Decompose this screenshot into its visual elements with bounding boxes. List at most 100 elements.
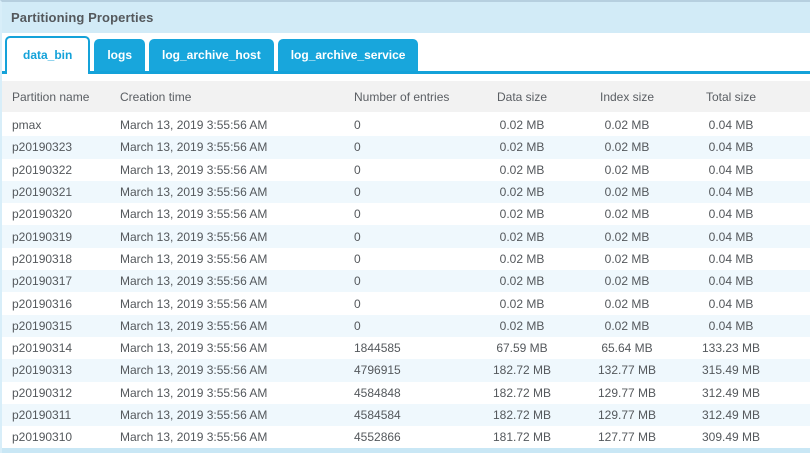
cell-number-of-entries: 0: [354, 140, 361, 155]
cell-index-size: 0.02 MB: [604, 251, 650, 266]
cell-number-of-entries: 0: [354, 229, 361, 244]
tab-data-bin[interactable]: data_bin: [5, 36, 91, 74]
cell-partition-name: p20190317: [12, 274, 73, 289]
cell-partition-name: p20190322: [12, 162, 73, 177]
cell-data-size: 0.02 MB: [499, 251, 545, 266]
cell-creation-time: March 13, 2019 3:55:56 AM: [120, 318, 268, 333]
cell-number-of-entries: 4552866: [354, 430, 401, 445]
cell-number-of-entries: 0: [354, 185, 361, 200]
cell-creation-time: March 13, 2019 3:55:56 AM: [120, 162, 268, 177]
cell-index-size: 129.77 MB: [597, 385, 657, 400]
table-row: p20190313 March 13, 2019 3:55:56 AM 4796…: [2, 359, 810, 382]
cell-data-size: 0.02 MB: [499, 274, 545, 289]
cell-total-size: 0.04 MB: [708, 185, 754, 200]
cell-data-size: 67.59 MB: [496, 341, 548, 356]
cell-creation-time: March 13, 2019 3:55:56 AM: [120, 185, 268, 200]
cell-index-size: 0.02 MB: [604, 318, 650, 333]
cell-creation-time: March 13, 2019 3:55:56 AM: [120, 296, 268, 311]
table-row: p20190321 March 13, 2019 3:55:56 AM 0 0.…: [2, 180, 810, 204]
table-row: p20190316 March 13, 2019 3:55:56 AM 0 0.…: [2, 292, 810, 315]
partitions-table: Partition name Creation time Number of e…: [2, 81, 810, 449]
cell-number-of-entries: 1844585: [354, 341, 401, 356]
cell-partition-name: p20190319: [12, 229, 73, 244]
cell-creation-time: March 13, 2019 3:55:56 AM: [120, 140, 268, 155]
cell-index-size: 0.02 MB: [604, 274, 650, 289]
tab-underline: [2, 71, 810, 74]
cell-index-size: 65.64 MB: [601, 341, 653, 356]
partitions-table-wrap: Partition name Creation time Number of e…: [2, 81, 810, 449]
cell-data-size: 0.02 MB: [499, 296, 545, 311]
cell-index-size: 0.02 MB: [604, 140, 650, 155]
cell-data-size: 0.02 MB: [499, 185, 545, 200]
column-header-filler: [786, 81, 810, 114]
tab-bar: data_bin logs log_archive_host log_archi…: [2, 33, 810, 74]
cell-creation-time: March 13, 2019 3:55:56 AM: [120, 229, 268, 244]
cell-index-size: 132.77 MB: [597, 363, 657, 378]
cell-partition-name: p20190315: [12, 318, 73, 333]
cell-data-size: 0.02 MB: [499, 229, 545, 244]
cell-data-size: 182.72 MB: [492, 408, 552, 422]
cell-partition-name: pmax: [12, 118, 42, 133]
tab-log-archive-host[interactable]: log_archive_host: [149, 39, 274, 71]
cell-total-size: 0.04 MB: [708, 140, 754, 155]
cell-creation-time: March 13, 2019 3:55:56 AM: [120, 363, 268, 378]
cell-partition-name: p20190316: [12, 296, 73, 311]
cell-number-of-entries: 4584584: [354, 408, 401, 422]
cell-number-of-entries: 0: [354, 207, 361, 222]
table-header-row: Partition name Creation time Number of e…: [2, 81, 810, 114]
cell-partition-name: p20190312: [12, 385, 73, 400]
cell-total-size: 312.49 MB: [701, 408, 761, 422]
cell-total-size: 133.23 MB: [701, 341, 761, 356]
cell-number-of-entries: 0: [354, 296, 361, 311]
cell-index-size: 0.02 MB: [604, 229, 650, 244]
tab-log-archive-service[interactable]: log_archive_service: [277, 39, 419, 71]
cell-total-size: 0.04 MB: [708, 296, 754, 311]
cell-number-of-entries: 0: [354, 251, 361, 266]
cell-total-size: 309.49 MB: [701, 430, 761, 445]
table-body: pmax March 13, 2019 3:55:56 AM 0 0.02 MB…: [2, 113, 810, 449]
cell-partition-name: p20190323: [12, 140, 73, 155]
cell-index-size: 0.02 MB: [604, 296, 650, 311]
table-row: p20190317 March 13, 2019 3:55:56 AM 0 0.…: [2, 270, 810, 293]
cell-creation-time: March 13, 2019 3:55:56 AM: [120, 274, 268, 289]
cell-index-size: 0.02 MB: [604, 162, 650, 177]
cell-data-size: 182.72 MB: [492, 363, 552, 378]
table-row: p20190314 March 13, 2019 3:55:56 AM 1844…: [2, 336, 810, 360]
cell-creation-time: March 13, 2019 3:55:56 AM: [120, 408, 268, 422]
column-header-number-of-entries: Number of entries: [354, 81, 466, 114]
panel-titlebar: Partitioning Properties: [2, 2, 810, 33]
cell-number-of-entries: 0: [354, 162, 361, 177]
table-row: p20190315 March 13, 2019 3:55:56 AM 0 0.…: [2, 314, 810, 337]
table-row: p20190323 March 13, 2019 3:55:56 AM 0 0.…: [2, 136, 810, 159]
cell-index-size: 0.02 MB: [604, 207, 650, 222]
column-header-total-size: Total size: [676, 81, 786, 114]
cell-index-size: 129.77 MB: [597, 408, 657, 422]
cell-creation-time: March 13, 2019 3:55:56 AM: [120, 385, 268, 400]
cell-partition-name: p20190314: [12, 341, 73, 356]
cell-partition-name: p20190321: [12, 185, 73, 200]
cell-total-size: 0.04 MB: [708, 274, 754, 289]
column-header-data-size: Data size: [466, 81, 578, 114]
cell-partition-name: p20190313: [12, 363, 73, 378]
cell-total-size: 0.04 MB: [708, 118, 754, 133]
table-row: p20190312 March 13, 2019 3:55:56 AM 4584…: [2, 381, 810, 404]
cell-data-size: 0.02 MB: [499, 162, 545, 177]
cell-data-size: 0.02 MB: [499, 118, 545, 133]
table-row: p20190310 March 13, 2019 3:55:56 AM 4552…: [2, 426, 810, 449]
table-row: p20190311 March 13, 2019 3:55:56 AM 4584…: [2, 403, 810, 427]
table-row: p20190319 March 13, 2019 3:55:56 AM 0 0.…: [2, 225, 810, 248]
cell-index-size: 0.02 MB: [604, 118, 650, 133]
cell-total-size: 0.04 MB: [708, 207, 754, 222]
column-header-partition-name: Partition name: [2, 81, 120, 114]
cell-partition-name: p20190311: [12, 408, 72, 422]
cell-data-size: 0.02 MB: [499, 140, 545, 155]
cell-data-size: 182.72 MB: [492, 385, 552, 400]
table-row: pmax March 13, 2019 3:55:56 AM 0 0.02 MB…: [2, 113, 810, 137]
table-row: p20190320 March 13, 2019 3:55:56 AM 0 0.…: [2, 203, 810, 226]
cell-number-of-entries: 0: [354, 318, 361, 333]
table-row: p20190322 March 13, 2019 3:55:56 AM 0 0.…: [2, 158, 810, 181]
cell-creation-time: March 13, 2019 3:55:56 AM: [120, 341, 268, 356]
cell-total-size: 0.04 MB: [708, 162, 754, 177]
tab-logs[interactable]: logs: [94, 39, 146, 71]
